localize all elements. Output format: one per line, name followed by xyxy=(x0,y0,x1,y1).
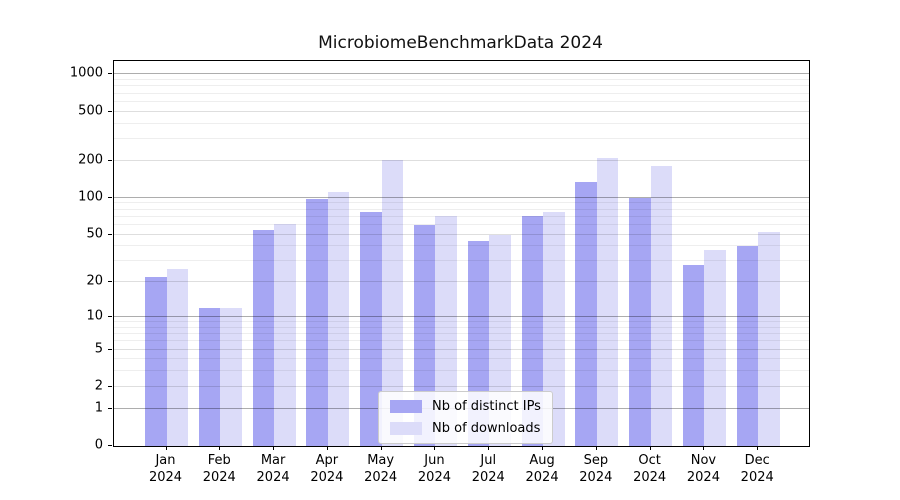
gridline-y-700 xyxy=(114,92,809,94)
y-tick-mark-200 xyxy=(108,159,112,161)
chart-title: MicrobiomeBenchmarkData 2024 xyxy=(318,33,603,53)
gridline-y-60 xyxy=(114,223,809,225)
x-tick-mark-may xyxy=(380,446,382,450)
x-tick-mark-jul xyxy=(488,446,490,450)
gridline-y-70 xyxy=(114,215,809,217)
bar-aug-downloads xyxy=(543,211,565,446)
bar-jan-distinct-ips xyxy=(145,277,167,446)
bar-apr-downloads xyxy=(327,191,350,446)
bar-dec-distinct-ips xyxy=(736,246,759,446)
legend-swatch-distinct-ips xyxy=(390,400,422,413)
y-tick-mark-0 xyxy=(108,445,112,446)
bar-oct-distinct-ips xyxy=(629,198,651,446)
x-tick-label-jun: Jun 2024 xyxy=(417,453,451,485)
y-tick-label-500: 500 xyxy=(78,103,103,119)
y-tick-mark-500 xyxy=(108,110,112,112)
x-tick-mark-dec xyxy=(757,446,759,450)
y-tick-label-20: 20 xyxy=(86,273,103,289)
y-tick-label-2: 2 xyxy=(94,378,103,394)
plot-area xyxy=(113,60,810,447)
y-tick-mark-5 xyxy=(108,348,112,350)
x-tick-mark-jun xyxy=(434,446,436,450)
bar-jan-downloads xyxy=(166,268,188,446)
x-tick-mark-nov xyxy=(703,446,705,450)
y-tick-label-5: 5 xyxy=(94,341,103,357)
x-tick-label-feb: Feb 2024 xyxy=(202,453,236,485)
gridline-y-100 xyxy=(114,196,809,198)
x-tick-mark-sep xyxy=(595,446,597,450)
bar-sep-downloads xyxy=(596,158,619,446)
bar-apr-distinct-ips xyxy=(306,199,328,446)
y-tick-label-0: 0 xyxy=(94,437,103,453)
bar-feb-distinct-ips xyxy=(198,308,221,446)
legend-label-distinct-ips: Nb of distinct IPs xyxy=(432,399,541,414)
gridline-y-400 xyxy=(114,122,809,124)
bar-jun-distinct-ips xyxy=(413,224,436,446)
x-tick-label-mar: Mar 2024 xyxy=(256,453,290,485)
legend-swatch-downloads xyxy=(390,422,422,435)
bar-may-distinct-ips xyxy=(360,211,382,446)
y-tick-mark-1 xyxy=(108,407,112,409)
y-tick-label-1: 1 xyxy=(94,400,103,416)
x-tick-mark-aug xyxy=(542,446,544,450)
x-tick-label-oct: Oct 2024 xyxy=(633,453,667,485)
y-tick-mark-20 xyxy=(108,281,112,283)
y-tick-mark-100 xyxy=(108,196,112,198)
x-tick-label-jan: Jan 2024 xyxy=(148,453,183,485)
legend-label-downloads: Nb of downloads xyxy=(432,421,541,436)
x-tick-label-dec: Dec 2024 xyxy=(740,453,774,485)
y-tick-label-10: 10 xyxy=(86,308,103,324)
bar-mar-distinct-ips xyxy=(252,230,275,446)
x-tick-label-nov: Nov 2024 xyxy=(686,453,720,485)
x-tick-mark-oct xyxy=(649,446,651,450)
x-tick-label-apr: Apr 2024 xyxy=(310,453,344,485)
y-tick-mark-2 xyxy=(108,385,112,387)
y-tick-label-100: 100 xyxy=(78,189,103,205)
gridline-y-300 xyxy=(114,138,809,140)
y-tick-mark-1000 xyxy=(108,73,112,75)
bar-oct-downloads xyxy=(650,166,673,446)
x-tick-mark-feb xyxy=(219,446,221,450)
bar-aug-distinct-ips xyxy=(521,215,544,446)
bar-nov-distinct-ips xyxy=(682,264,705,446)
gridline-y-90 xyxy=(114,202,809,204)
x-tick-mark-apr xyxy=(326,446,328,450)
legend-item-downloads: Nb of downloads xyxy=(390,421,541,436)
x-tick-label-jul: Jul 2024 xyxy=(471,453,505,485)
gridline-y-600 xyxy=(114,100,809,102)
x-tick-label-sep: Sep 2024 xyxy=(579,453,613,485)
x-tick-mark-mar xyxy=(273,446,275,450)
gridline-y-40 xyxy=(114,245,809,247)
gridline-y-800 xyxy=(114,85,809,87)
y-tick-label-1000: 1000 xyxy=(69,65,103,81)
gridline-y-500 xyxy=(114,110,809,112)
y-tick-label-200: 200 xyxy=(78,152,103,168)
bar-feb-downloads xyxy=(220,308,242,446)
gridline-y-80 xyxy=(114,208,809,210)
bar-jun-downloads xyxy=(435,215,457,446)
gridline-y-900 xyxy=(114,79,809,81)
legend: Nb of distinct IPs Nb of downloads xyxy=(378,391,553,444)
y-tick-label-50: 50 xyxy=(86,226,103,241)
bar-may-downloads xyxy=(381,160,404,446)
bar-nov-downloads xyxy=(704,250,726,446)
gridline-y-200 xyxy=(114,159,809,161)
bar-sep-distinct-ips xyxy=(575,181,597,446)
x-tick-label-aug: Aug 2024 xyxy=(525,453,559,485)
bar-mar-downloads xyxy=(274,224,296,446)
bar-dec-downloads xyxy=(758,232,780,446)
y-tick-mark-10 xyxy=(108,316,112,318)
gridline-y-50 xyxy=(114,233,809,235)
x-tick-label-may: May 2024 xyxy=(364,453,398,485)
gridline-y-1000 xyxy=(114,73,809,75)
legend-item-distinct-ips: Nb of distinct IPs xyxy=(390,399,541,414)
x-tick-mark-jan xyxy=(165,446,167,450)
y-tick-mark-50 xyxy=(108,233,112,235)
